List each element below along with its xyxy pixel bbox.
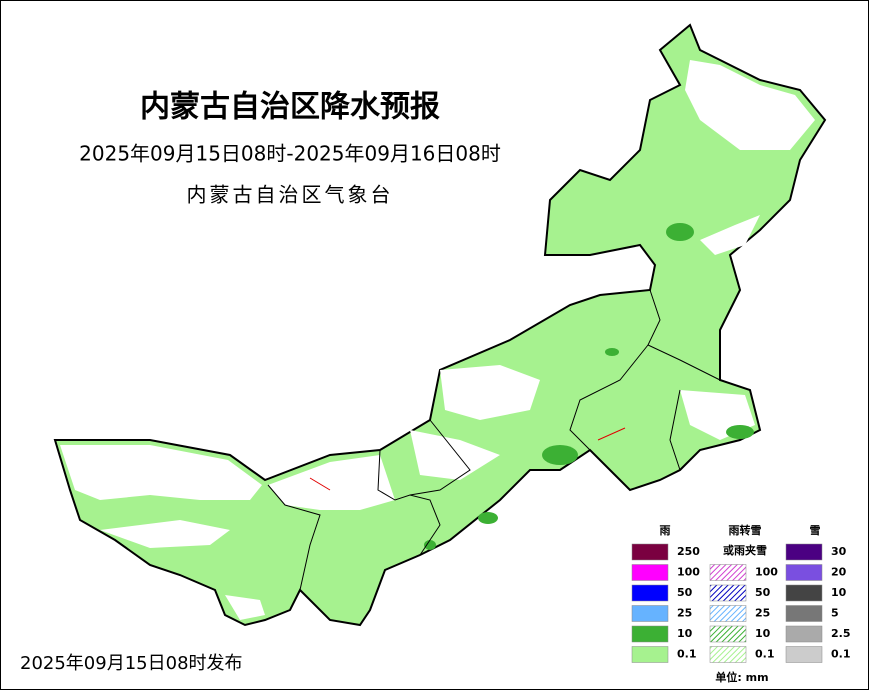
legend-swatch — [709, 584, 747, 602]
legend-value: 0.1 — [831, 648, 851, 661]
legend-swatch — [631, 605, 669, 622]
legend-swatch — [631, 646, 669, 663]
legend-value: 25 — [755, 607, 770, 620]
legend-value: 100 — [755, 566, 778, 579]
legend-value: 0.1 — [755, 648, 775, 661]
legend-swatch — [785, 564, 823, 581]
legend-header: 或雨夹雪 — [723, 543, 767, 557]
legend-swatch — [785, 584, 823, 602]
legend-value: 25 — [677, 607, 692, 620]
legend-swatch — [785, 605, 823, 622]
legend-header: 雨 — [660, 524, 671, 537]
heavier-rain — [424, 223, 754, 550]
legend-swatch — [631, 543, 669, 561]
legend-swatch — [785, 646, 823, 663]
legend-value: 2.5 — [831, 627, 851, 640]
legend-value: 10 — [831, 586, 847, 599]
legend-value: 50 — [677, 586, 693, 599]
legend-header: 雪 — [810, 524, 821, 537]
wind-marks — [309, 427, 626, 491]
legend-value: 30 — [831, 545, 847, 558]
legend-header: 雨转雪 — [729, 523, 762, 537]
published: 2025年09月15日08时发布 — [20, 653, 243, 674]
legend-swatch — [709, 625, 747, 643]
legend-swatch — [631, 625, 669, 643]
legend-swatch — [785, 543, 823, 561]
legend-value: 5 — [831, 607, 839, 620]
legend-value: 100 — [677, 566, 700, 579]
legend-value: 10 — [677, 627, 693, 640]
legend-swatch — [709, 605, 747, 622]
legend-value: 10 — [755, 627, 771, 640]
legend-swatch — [785, 625, 823, 643]
legend-unit: 单位: mm — [715, 670, 768, 684]
legend-swatch — [709, 646, 747, 663]
legend-value: 20 — [831, 566, 847, 579]
legend-value: 250 — [677, 545, 700, 558]
legend-value: 0.1 — [677, 648, 697, 661]
legend-swatch — [631, 564, 669, 581]
legend-swatch — [709, 564, 747, 581]
subtitle: 2025年09月15日08时-2025年09月16日08时 — [79, 142, 501, 166]
legend-swatch — [631, 584, 669, 602]
boundaries — [267, 289, 721, 591]
title: 内蒙古自治区降水预报 — [140, 90, 440, 125]
legend-value: 50 — [755, 586, 771, 599]
issuer: 内蒙古自治区气象台 — [187, 183, 394, 207]
